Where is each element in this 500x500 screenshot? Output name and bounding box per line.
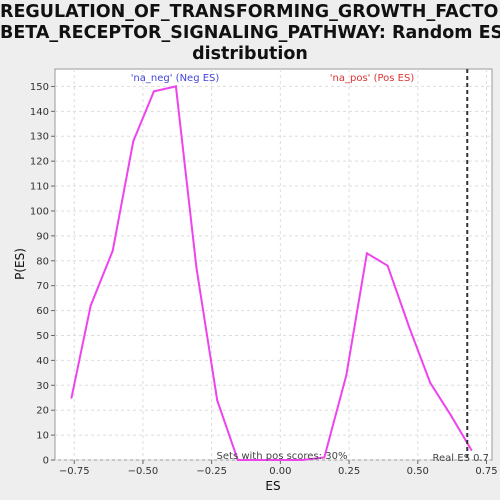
data-point <box>89 304 92 307</box>
x-tick-label: −0.25 <box>196 466 227 477</box>
data-point <box>195 267 198 270</box>
data-point <box>429 381 432 384</box>
x-tick-label: 0.00 <box>269 466 291 477</box>
x-tick-label: −0.50 <box>128 466 159 477</box>
data-point <box>174 85 177 88</box>
data-point <box>111 249 114 252</box>
y-tick-label: 130 <box>30 132 49 143</box>
x-tick-label: 0.25 <box>338 466 360 477</box>
y-tick-label: 0 <box>43 456 49 467</box>
data-point <box>70 396 73 399</box>
y-tick-label: 120 <box>30 157 49 168</box>
y-tick-label: 100 <box>30 206 49 217</box>
data-point <box>216 399 219 402</box>
plot-area <box>54 68 493 461</box>
y-tick-label: 70 <box>36 281 49 292</box>
series-points <box>70 85 473 461</box>
data-point <box>132 140 135 143</box>
data-point <box>152 90 155 93</box>
data-point <box>345 374 348 377</box>
annotation-real-es: Real ES 0.7 <box>433 453 489 464</box>
chart-title: REGULATION_OF_TRANSFORMING_GROWTH_FACTOR… <box>0 2 500 65</box>
grid-lines <box>55 69 492 461</box>
y-tick-label: 10 <box>36 431 49 442</box>
x-tick-label: −0.75 <box>59 466 90 477</box>
data-point <box>449 414 452 417</box>
y-tick-label: 50 <box>36 331 49 342</box>
x-tick-label: 0.75 <box>475 466 497 477</box>
data-point <box>386 264 389 267</box>
x-axis-label: ES <box>265 479 280 493</box>
series-line <box>70 85 473 461</box>
data-point <box>257 459 260 461</box>
chart-title-line-3: distribution <box>192 44 308 64</box>
data-point <box>301 459 304 461</box>
y-tick-label: 140 <box>30 107 49 118</box>
y-tick-label: 40 <box>36 356 49 367</box>
annotation-neg: 'na_neg' (Neg ES) <box>131 73 220 84</box>
y-tick-label: 20 <box>36 406 49 417</box>
annotation-sets-with-pos: Sets with pos scores: 30% <box>217 451 348 462</box>
data-point <box>408 327 411 330</box>
y-axis-label: P(ES) <box>13 248 27 280</box>
data-point <box>323 456 326 459</box>
y-tick-label: 60 <box>36 306 49 317</box>
annotation-pos: 'na_pos' (Pos ES) <box>330 73 415 84</box>
data-point <box>470 449 473 452</box>
chart-title-line-2: BETA_RECEPTOR_SIGNALING_PATHWAY: Random … <box>0 23 500 43</box>
data-point <box>279 459 282 461</box>
y-tick-label: 90 <box>36 231 49 242</box>
data-point <box>365 252 368 255</box>
y-axis: 0 10 20 30 40 50 60 70 80 90 100 110 120 130 140 150 <box>30 82 55 467</box>
x-tick-label: 0.50 <box>407 466 429 477</box>
x-axis: −0.75 −0.50 −0.25 0.00 0.25 0.50 0.75 <box>59 460 498 477</box>
chart-title-line-1: REGULATION_OF_TRANSFORMING_GROWTH_FACTOR… <box>0 2 500 22</box>
y-tick-label: 150 <box>30 82 49 93</box>
data-point <box>236 459 239 461</box>
y-tick-label: 110 <box>30 182 49 193</box>
y-tick-label: 80 <box>36 256 49 267</box>
y-tick-label: 30 <box>36 381 49 392</box>
